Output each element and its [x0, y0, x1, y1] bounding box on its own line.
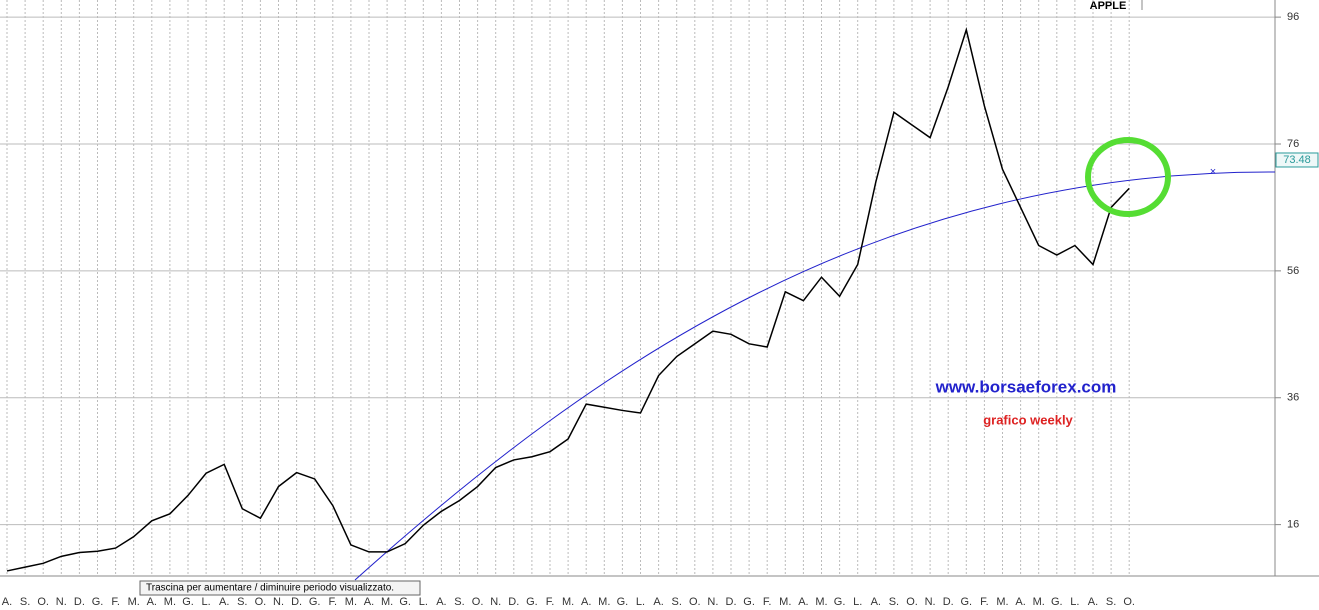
x-tick-label: O. [906, 596, 918, 608]
marks [6, 27, 1130, 572]
tooltip-box [139, 580, 421, 596]
x-tick-label: D. [74, 596, 85, 608]
x-tick-label: F. [329, 596, 338, 608]
x-tick-label: L. [202, 596, 211, 608]
last-value-label: 73.48 [1283, 154, 1311, 166]
y-tick-label: 76 [1287, 138, 1299, 150]
x-tick-label: G. [92, 596, 104, 608]
last-value-box [1275, 152, 1319, 168]
x-tick-label: M. [1033, 596, 1045, 608]
x-tick-label: S. [237, 596, 247, 608]
x-tick-label: G. [834, 596, 846, 608]
x-tick-label: L. [419, 596, 428, 608]
x-tick-label: A. [436, 596, 446, 608]
x-tick-label: M. [815, 596, 827, 608]
x-tick-label: O. [472, 596, 484, 608]
x-tick-label: G. [1051, 596, 1063, 608]
x-tick-label: A. [798, 596, 808, 608]
x-tick-label: S. [889, 596, 899, 608]
x-tick-label: G. [960, 596, 972, 608]
highlight-circle [1085, 137, 1171, 217]
x-tick-label: A. [2, 596, 12, 608]
x-tick-label: L. [636, 596, 645, 608]
x-tick-label: G. [309, 596, 321, 608]
x-tick-label: M. [164, 596, 176, 608]
x-tick-label: N. [273, 596, 284, 608]
x-tick-label: O. [1123, 596, 1135, 608]
chart-title: APPLE [1090, 0, 1127, 12]
x-tick-label: O. [689, 596, 701, 608]
tooltip: Trascina per aumentare / diminuire perio… [146, 583, 394, 594]
x-tick-label: M. [562, 596, 574, 608]
x-tick-label: L. [853, 596, 862, 608]
x-tick-label: A. [653, 596, 663, 608]
x-tick-label: A. [1088, 596, 1098, 608]
x-tick-label: F. [980, 596, 989, 608]
x-tick-label: F. [546, 596, 555, 608]
x-tick-label: M. [381, 596, 393, 608]
x-tick-label: M. [779, 596, 791, 608]
x-tick-label: A. [581, 596, 591, 608]
x-tick-label: N. [707, 596, 718, 608]
x-tick-label: A. [1015, 596, 1025, 608]
x-tick-label: F. [763, 596, 772, 608]
x-tick-label: S. [671, 596, 681, 608]
x-tick-label: M. [996, 596, 1008, 608]
x-tick-label: D. [508, 596, 519, 608]
x-tick-label: M. [598, 596, 610, 608]
x-tick-label: D. [291, 596, 302, 608]
x-tick-label: G. [743, 596, 755, 608]
price-line [6, 27, 1130, 572]
x-tick-label: N. [490, 596, 501, 608]
x-tick-label: G. [526, 596, 538, 608]
x-tick-label: G. [399, 596, 411, 608]
y-tick-label: 56 [1287, 265, 1299, 277]
y-tick-label: 16 [1287, 519, 1299, 531]
subtitle: grafico weekly [983, 412, 1073, 427]
trend-curve [354, 171, 1276, 581]
x-tick-label: S. [20, 596, 30, 608]
x-tick-label: A. [219, 596, 229, 608]
x-tick-label: M. [128, 596, 140, 608]
x-tick-label: S. [1106, 596, 1116, 608]
x-tick-label: D. [943, 596, 954, 608]
x-tick-label: N. [56, 596, 67, 608]
x-tick-label: N. [925, 596, 936, 608]
x-tick-label: G. [617, 596, 629, 608]
x-tick-label: G. [182, 596, 194, 608]
x-tick-label: L. [1070, 596, 1079, 608]
y-tick-label: 96 [1287, 11, 1299, 23]
x-tick-label: F. [111, 596, 120, 608]
x-tick-label: A. [871, 596, 881, 608]
curve-handle: × [1210, 166, 1216, 178]
y-tick-label: 36 [1287, 392, 1299, 404]
x-tick-label: A. [147, 596, 157, 608]
x-tick-label: O. [255, 596, 267, 608]
x-tick-label: S. [454, 596, 464, 608]
x-tick-label: A. [364, 596, 374, 608]
x-tick-label: O. [37, 596, 49, 608]
x-tick-label: M. [345, 596, 357, 608]
x-tick-label: D. [726, 596, 737, 608]
website: www.borsaeforex.com [935, 377, 1117, 396]
